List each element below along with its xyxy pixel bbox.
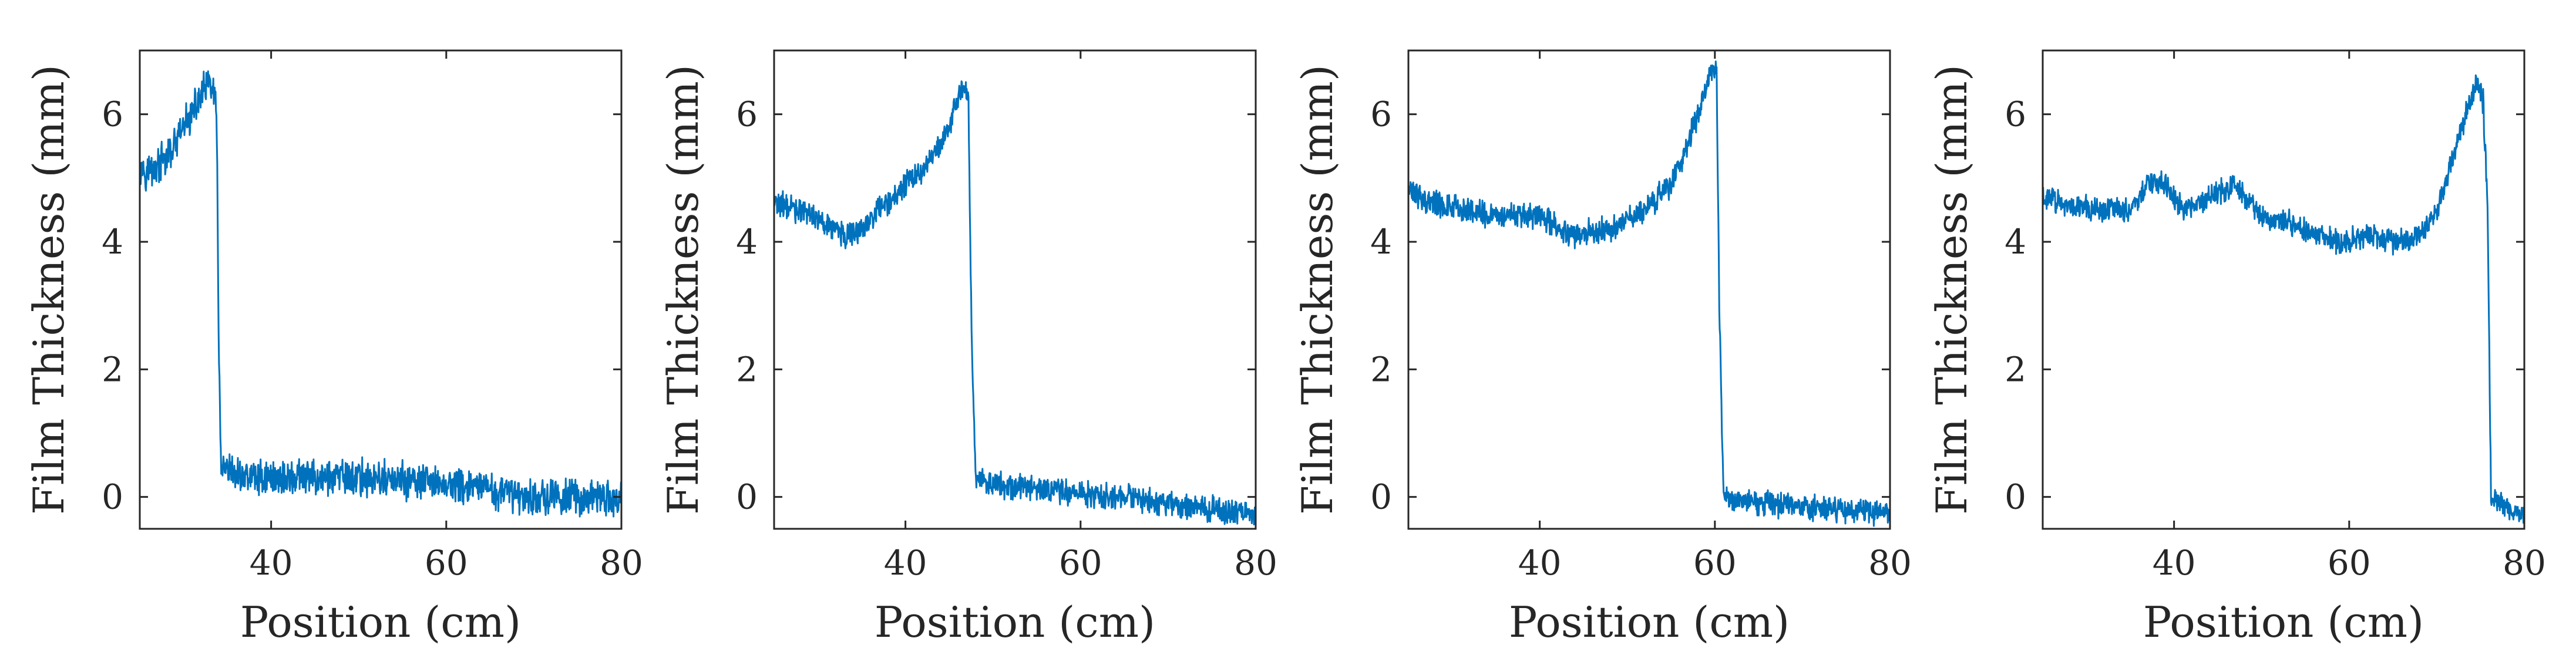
- x-tick-label: 80: [2503, 543, 2546, 583]
- film-thickness-line: [1408, 60, 1890, 527]
- y-axis-label: Film Thickness (mm): [1927, 65, 1976, 515]
- y-tick-label: 0: [2005, 477, 2026, 517]
- y-axis-label: Film Thickness (mm): [24, 65, 73, 515]
- x-axis-label: Position (cm): [2143, 597, 2424, 647]
- x-tick-label: 80: [600, 543, 643, 583]
- y-tick-label: 2: [2005, 349, 2026, 389]
- y-tick-label: 2: [736, 349, 758, 389]
- x-axis-label: Position (cm): [1509, 597, 1790, 647]
- x-tick-label: 40: [2153, 543, 2196, 583]
- chart-panel-2: 40 60 80 0 2 4 6 Position (cm) Film Thickness (m…: [658, 49, 1277, 647]
- y-tick-label: 4: [102, 222, 123, 262]
- chart-panel-4: 40 60 80 0 2 4 6 Position (cm) Film Thickness (m…: [1927, 49, 2546, 647]
- y-tick-label: 2: [102, 349, 123, 389]
- y-tick-label: 6: [1370, 94, 1392, 134]
- axes-box: [139, 49, 623, 530]
- y-tick-label: 0: [736, 477, 758, 517]
- x-axis-label: Position (cm): [240, 597, 521, 647]
- x-tick-label: 60: [2328, 543, 2371, 583]
- x-tick-label: 60: [425, 543, 468, 583]
- y-axis-label: Film Thickness (mm): [658, 65, 708, 515]
- x-axis-label: Position (cm): [875, 597, 1155, 647]
- film-thickness-line: [2043, 74, 2524, 524]
- y-tick-label: 2: [1370, 349, 1392, 389]
- y-tick-label: 6: [2005, 94, 2026, 134]
- axes-box: [1407, 49, 1891, 530]
- y-tick-label: 6: [102, 94, 123, 134]
- film-thickness-line: [774, 80, 1256, 526]
- y-tick-label: 0: [1370, 477, 1392, 517]
- y-tick-label: 4: [1370, 222, 1392, 262]
- film-thickness-line: [140, 70, 621, 518]
- x-tick-label: 40: [250, 543, 293, 583]
- y-tick-label: 6: [736, 94, 758, 134]
- y-tick-label: 4: [736, 222, 758, 262]
- y-axis-label: Film Thickness (mm): [1293, 65, 1342, 515]
- axes-box: [773, 49, 1257, 530]
- y-tick-label: 4: [2005, 222, 2026, 262]
- x-tick-label: 80: [1868, 543, 1912, 583]
- y-tick-label: 0: [102, 477, 123, 517]
- chart-panel-1: 40 60 80 0 2 4 6 Position (cm) Film Thickness (m…: [24, 49, 643, 647]
- x-tick-label: 60: [1693, 543, 1737, 583]
- x-tick-label: 40: [884, 543, 927, 583]
- axes-box: [2042, 49, 2525, 530]
- x-tick-label: 80: [1234, 543, 1277, 583]
- chart-panel-3: 40 60 80 0 2 4 6 Position (cm) Film Thickness (m…: [1293, 49, 1912, 647]
- x-tick-label: 40: [1518, 543, 1562, 583]
- x-tick-label: 60: [1059, 543, 1102, 583]
